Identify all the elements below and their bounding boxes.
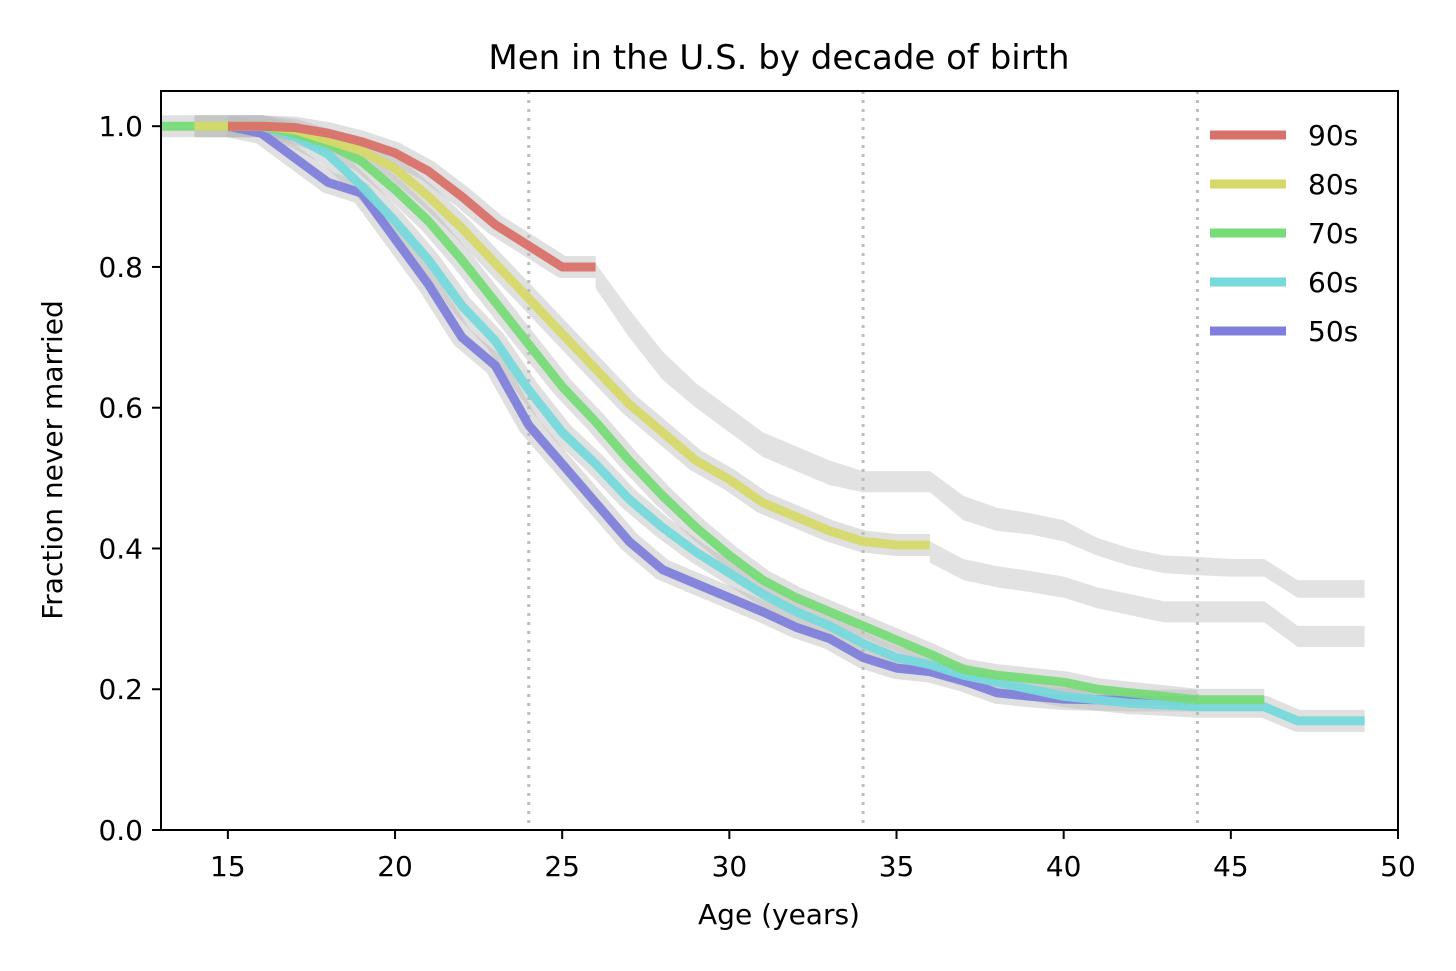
y-axis-ticks: 0.0 0.2 0.4 0.6 0.8 1.0: [98, 110, 161, 847]
legend-label-80s: 80s: [1308, 168, 1358, 201]
reference-vlines: [527, 91, 1199, 830]
plot-area-frame: [160, 90, 1399, 831]
legend: 90s 80s 70s 60s 50s: [1210, 119, 1358, 348]
x-tick-label-45: 45: [1213, 850, 1249, 883]
x-tick-label-25: 25: [544, 850, 580, 883]
legend-label-70s: 70s: [1308, 217, 1358, 250]
y-tick-label-2: 0.4: [98, 532, 143, 565]
x-tick-label-50: 50: [1380, 850, 1416, 883]
series-lines: [161, 115, 1365, 732]
series-line-60s: [194, 121, 1365, 726]
x-tick-label-15: 15: [210, 850, 246, 883]
band-lower-prediction-band: [929, 541, 1365, 647]
y-axis-label: Fraction never married: [36, 300, 69, 620]
band-upper-prediction-band: [595, 263, 1365, 598]
legend-label-60s: 60s: [1308, 266, 1358, 299]
x-axis-ticks: 15 20 25 30 35 40 45 50: [210, 830, 1416, 883]
x-tick-label-20: 20: [377, 850, 413, 883]
legend-label-90s: 90s: [1308, 119, 1358, 152]
series-line-90s: [227, 121, 596, 272]
y-tick-label-3: 0.6: [98, 392, 143, 425]
y-tick-label-4: 0.8: [98, 251, 143, 284]
chart-title: Men in the U.S. by decade of birth: [488, 38, 1069, 78]
y-tick-label-1: 0.2: [98, 673, 143, 706]
y-tick-label-5: 1.0: [98, 110, 143, 143]
x-tick-label-40: 40: [1046, 850, 1082, 883]
x-tick-label-35: 35: [879, 850, 915, 883]
series-line-50s: [226, 121, 1198, 705]
series-line-80s: [194, 121, 930, 550]
prediction-bands: [595, 263, 1365, 647]
legend-label-50s: 50s: [1308, 315, 1358, 348]
series-line-70s: [161, 121, 1265, 705]
x-tick-label-30: 30: [712, 850, 748, 883]
y-tick-label-0: 0.0: [98, 814, 143, 847]
x-axis-label: Age (years): [698, 898, 860, 931]
